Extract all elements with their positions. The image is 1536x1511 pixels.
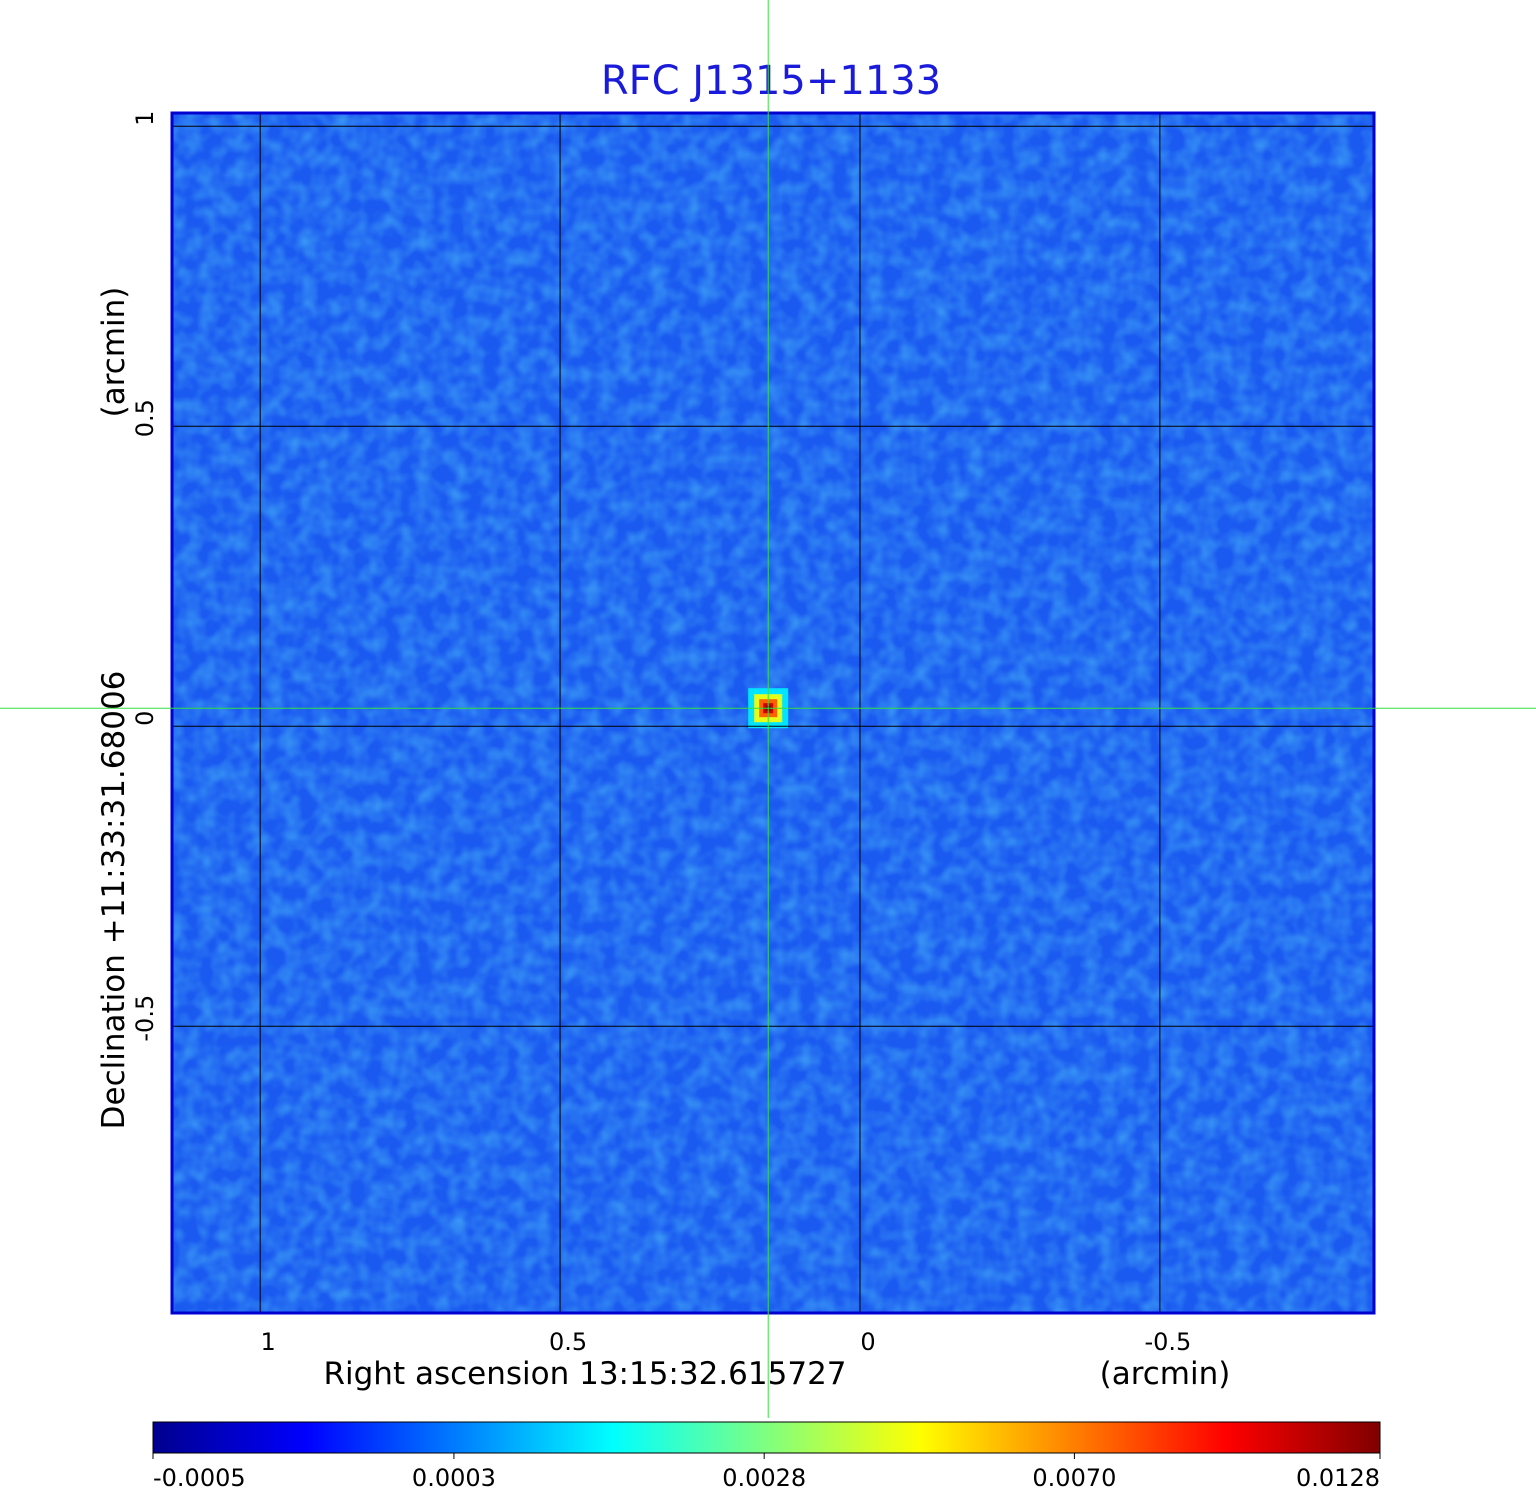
plot-frame <box>170 111 1376 1315</box>
colorbar <box>152 1421 1381 1454</box>
y-tick-label: 0 <box>131 711 159 726</box>
colorbar-tick-label: 0.0003 <box>412 1464 496 1492</box>
colorbar-tick-label: 0.0128 <box>1296 1464 1380 1492</box>
x-tick-label: -0.5 <box>1144 1328 1191 1356</box>
y-tick-label: 0.5 <box>131 399 159 437</box>
y-tick-label: -0.5 <box>131 995 159 1042</box>
x-tick-label: 1 <box>261 1328 276 1356</box>
y-tick-label: 1 <box>131 111 159 126</box>
x-tick-label: 0 <box>860 1328 875 1356</box>
colorbar-tick-label: 0.0070 <box>1032 1464 1116 1492</box>
chart-title: RFC J1315+1133 <box>601 58 941 104</box>
x-axis-unit: (arcmin) <box>1100 1356 1231 1392</box>
y-axis-label: Declination +11:33:31.68006 <box>96 671 132 1130</box>
x-axis-label: Right ascension 13:15:32.615727 <box>323 1356 846 1392</box>
y-axis-unit: (arcmin) <box>96 287 132 418</box>
colorbar-tick-label: 0.0028 <box>722 1464 806 1492</box>
colorbar-tick-label: -0.0005 <box>153 1464 246 1492</box>
x-tick-label: 0.5 <box>549 1328 587 1356</box>
